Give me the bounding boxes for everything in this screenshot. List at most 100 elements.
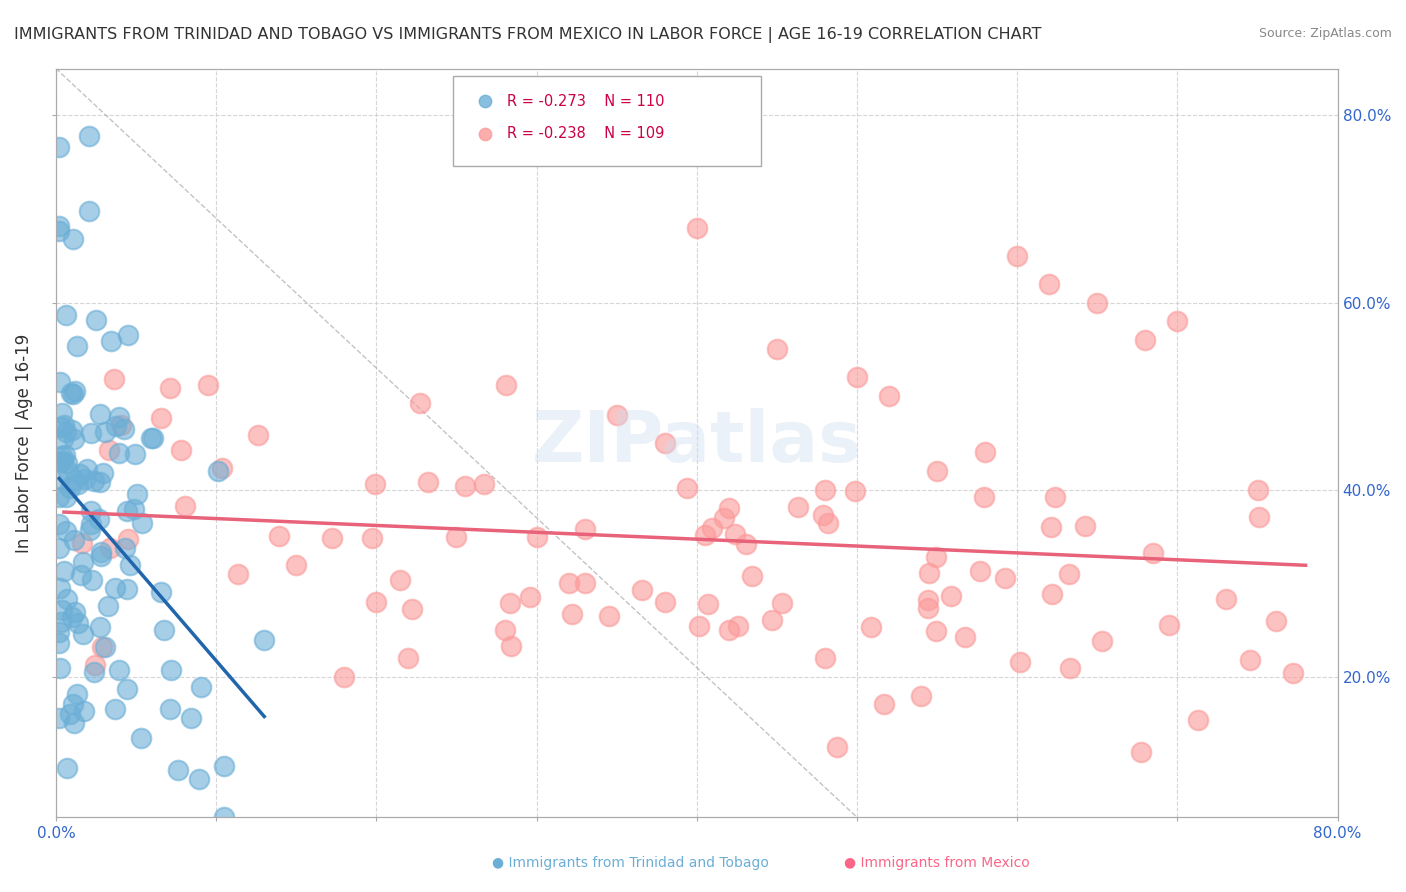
Immigrants from Mexico — [924, 624, 946, 639]
Immigrants from Mexico — [717, 501, 740, 516]
Immigrants from Mexico — [285, 558, 308, 572]
Immigrants from Mexico — [159, 381, 181, 395]
Immigrants from Trinidad and Tobago — [63, 605, 86, 619]
Immigrants from Trinidad and Tobago — [141, 431, 163, 445]
Immigrants from Trinidad and Tobago — [67, 615, 90, 630]
Immigrants from Trinidad and Tobago — [79, 523, 101, 537]
Immigrants from Mexico — [688, 619, 710, 633]
Immigrants from Trinidad and Tobago — [51, 449, 73, 463]
Immigrants from Mexico — [654, 436, 676, 450]
Immigrants from Mexico — [1142, 545, 1164, 559]
Immigrants from Mexico — [409, 396, 432, 410]
Immigrants from Mexico — [598, 609, 620, 624]
Immigrants from Mexico — [1057, 566, 1080, 581]
Immigrants from Trinidad and Tobago — [53, 417, 76, 432]
Immigrants from Trinidad and Tobago — [80, 573, 103, 587]
Text: ● Immigrants from Mexico: ● Immigrants from Mexico — [844, 855, 1029, 870]
Immigrants from Mexico — [713, 511, 735, 525]
Immigrants from Mexico — [741, 569, 763, 583]
Immigrants from Trinidad and Tobago — [253, 632, 276, 647]
Immigrants from Trinidad and Tobago — [115, 582, 138, 596]
Immigrants from Mexico — [973, 490, 995, 504]
Immigrants from Mexico — [877, 389, 900, 403]
Immigrants from Trinidad and Tobago — [48, 582, 70, 596]
Immigrants from Mexico — [169, 443, 191, 458]
Immigrants from Mexico — [814, 651, 837, 665]
Immigrants from Trinidad and Tobago — [72, 555, 94, 569]
Immigrants from Trinidad and Tobago — [190, 680, 212, 694]
Immigrants from Mexico — [526, 529, 548, 543]
Immigrants from Mexico — [1166, 314, 1188, 328]
Immigrants from Mexico — [1040, 519, 1063, 533]
Immigrants from Mexico — [366, 595, 388, 609]
Immigrants from Trinidad and Tobago — [49, 615, 72, 629]
Immigrants from Trinidad and Tobago — [73, 704, 96, 718]
Immigrants from Trinidad and Tobago — [207, 464, 229, 478]
Immigrants from Mexico — [770, 596, 793, 610]
Immigrants from Trinidad and Tobago — [90, 549, 112, 563]
Immigrants from Mexico — [389, 574, 412, 588]
Immigrants from Mexico — [994, 571, 1017, 585]
Immigrants from Mexico — [150, 410, 173, 425]
Immigrants from Trinidad and Tobago — [55, 309, 77, 323]
Immigrants from Mexico — [501, 639, 523, 653]
Immigrants from Trinidad and Tobago — [51, 406, 73, 420]
Immigrants from Trinidad and Tobago — [55, 762, 77, 776]
Immigrants from Trinidad and Tobago — [100, 334, 122, 349]
Immigrants from Mexico — [97, 443, 120, 458]
Immigrants from Mexico — [1008, 655, 1031, 669]
Immigrants from Trinidad and Tobago — [167, 763, 190, 777]
Immigrants from Mexico — [927, 464, 949, 478]
Immigrants from Mexico — [727, 619, 749, 633]
Immigrants from Mexico — [735, 537, 758, 551]
Immigrants from Trinidad and Tobago — [62, 387, 84, 401]
Immigrants from Mexico — [1085, 295, 1108, 310]
Immigrants from Trinidad and Tobago — [115, 504, 138, 518]
Immigrants from Trinidad and Tobago — [108, 409, 131, 424]
Immigrants from Mexico — [561, 607, 583, 621]
Immigrants from Trinidad and Tobago — [52, 454, 75, 468]
Immigrants from Trinidad and Tobago — [83, 474, 105, 488]
Immigrants from Mexico — [631, 583, 654, 598]
Immigrants from Trinidad and Tobago — [66, 687, 89, 701]
Immigrants from Mexico — [211, 461, 233, 475]
Immigrants from Mexico — [1264, 615, 1286, 629]
Immigrants from Mexico — [1040, 586, 1063, 600]
Immigrants from Mexico — [873, 697, 896, 711]
Immigrants from Trinidad and Tobago — [87, 512, 110, 526]
Immigrants from Trinidad and Tobago — [63, 716, 86, 731]
Immigrants from Trinidad and Tobago — [104, 581, 127, 595]
Immigrants from Mexico — [1091, 634, 1114, 648]
Immigrants from Trinidad and Tobago — [55, 592, 77, 607]
Immigrants from Trinidad and Tobago — [63, 533, 86, 547]
Immigrants from Mexico — [360, 531, 382, 545]
Immigrants from Mexico — [70, 536, 93, 550]
Immigrants from Mexico — [574, 522, 596, 536]
Text: ● Immigrants from Trinidad and Tobago: ● Immigrants from Trinidad and Tobago — [492, 855, 769, 870]
Immigrants from Mexico — [321, 531, 343, 545]
Immigrants from Mexico — [454, 479, 477, 493]
Immigrants from Mexico — [1246, 483, 1268, 497]
Immigrants from Mexico — [675, 481, 697, 495]
Immigrants from Mexico — [1005, 249, 1028, 263]
Immigrants from Trinidad and Tobago — [48, 516, 70, 531]
Immigrants from Mexico — [401, 602, 423, 616]
Immigrants from Trinidad and Tobago — [131, 516, 153, 531]
Immigrants from Trinidad and Tobago — [114, 541, 136, 555]
Immigrants from Mexico — [494, 623, 516, 637]
Immigrants from Trinidad and Tobago — [55, 491, 77, 505]
Immigrants from Mexico — [844, 483, 866, 498]
Immigrants from Trinidad and Tobago — [187, 772, 209, 786]
Immigrants from Trinidad and Tobago — [107, 663, 129, 677]
Immigrants from Mexico — [1043, 490, 1066, 504]
Immigrants from Mexico — [786, 500, 808, 514]
Immigrants from Mexico — [910, 689, 932, 703]
Immigrants from Trinidad and Tobago — [80, 425, 103, 440]
Immigrants from Mexico — [1157, 617, 1180, 632]
Y-axis label: In Labor Force | Age 16-19: In Labor Force | Age 16-19 — [15, 334, 32, 552]
Immigrants from Mexico — [499, 596, 522, 610]
Immigrants from Mexico — [955, 630, 977, 644]
Immigrants from Trinidad and Tobago — [48, 376, 70, 390]
Immigrants from Mexico — [1059, 661, 1081, 675]
Immigrants from Trinidad and Tobago — [48, 636, 70, 650]
